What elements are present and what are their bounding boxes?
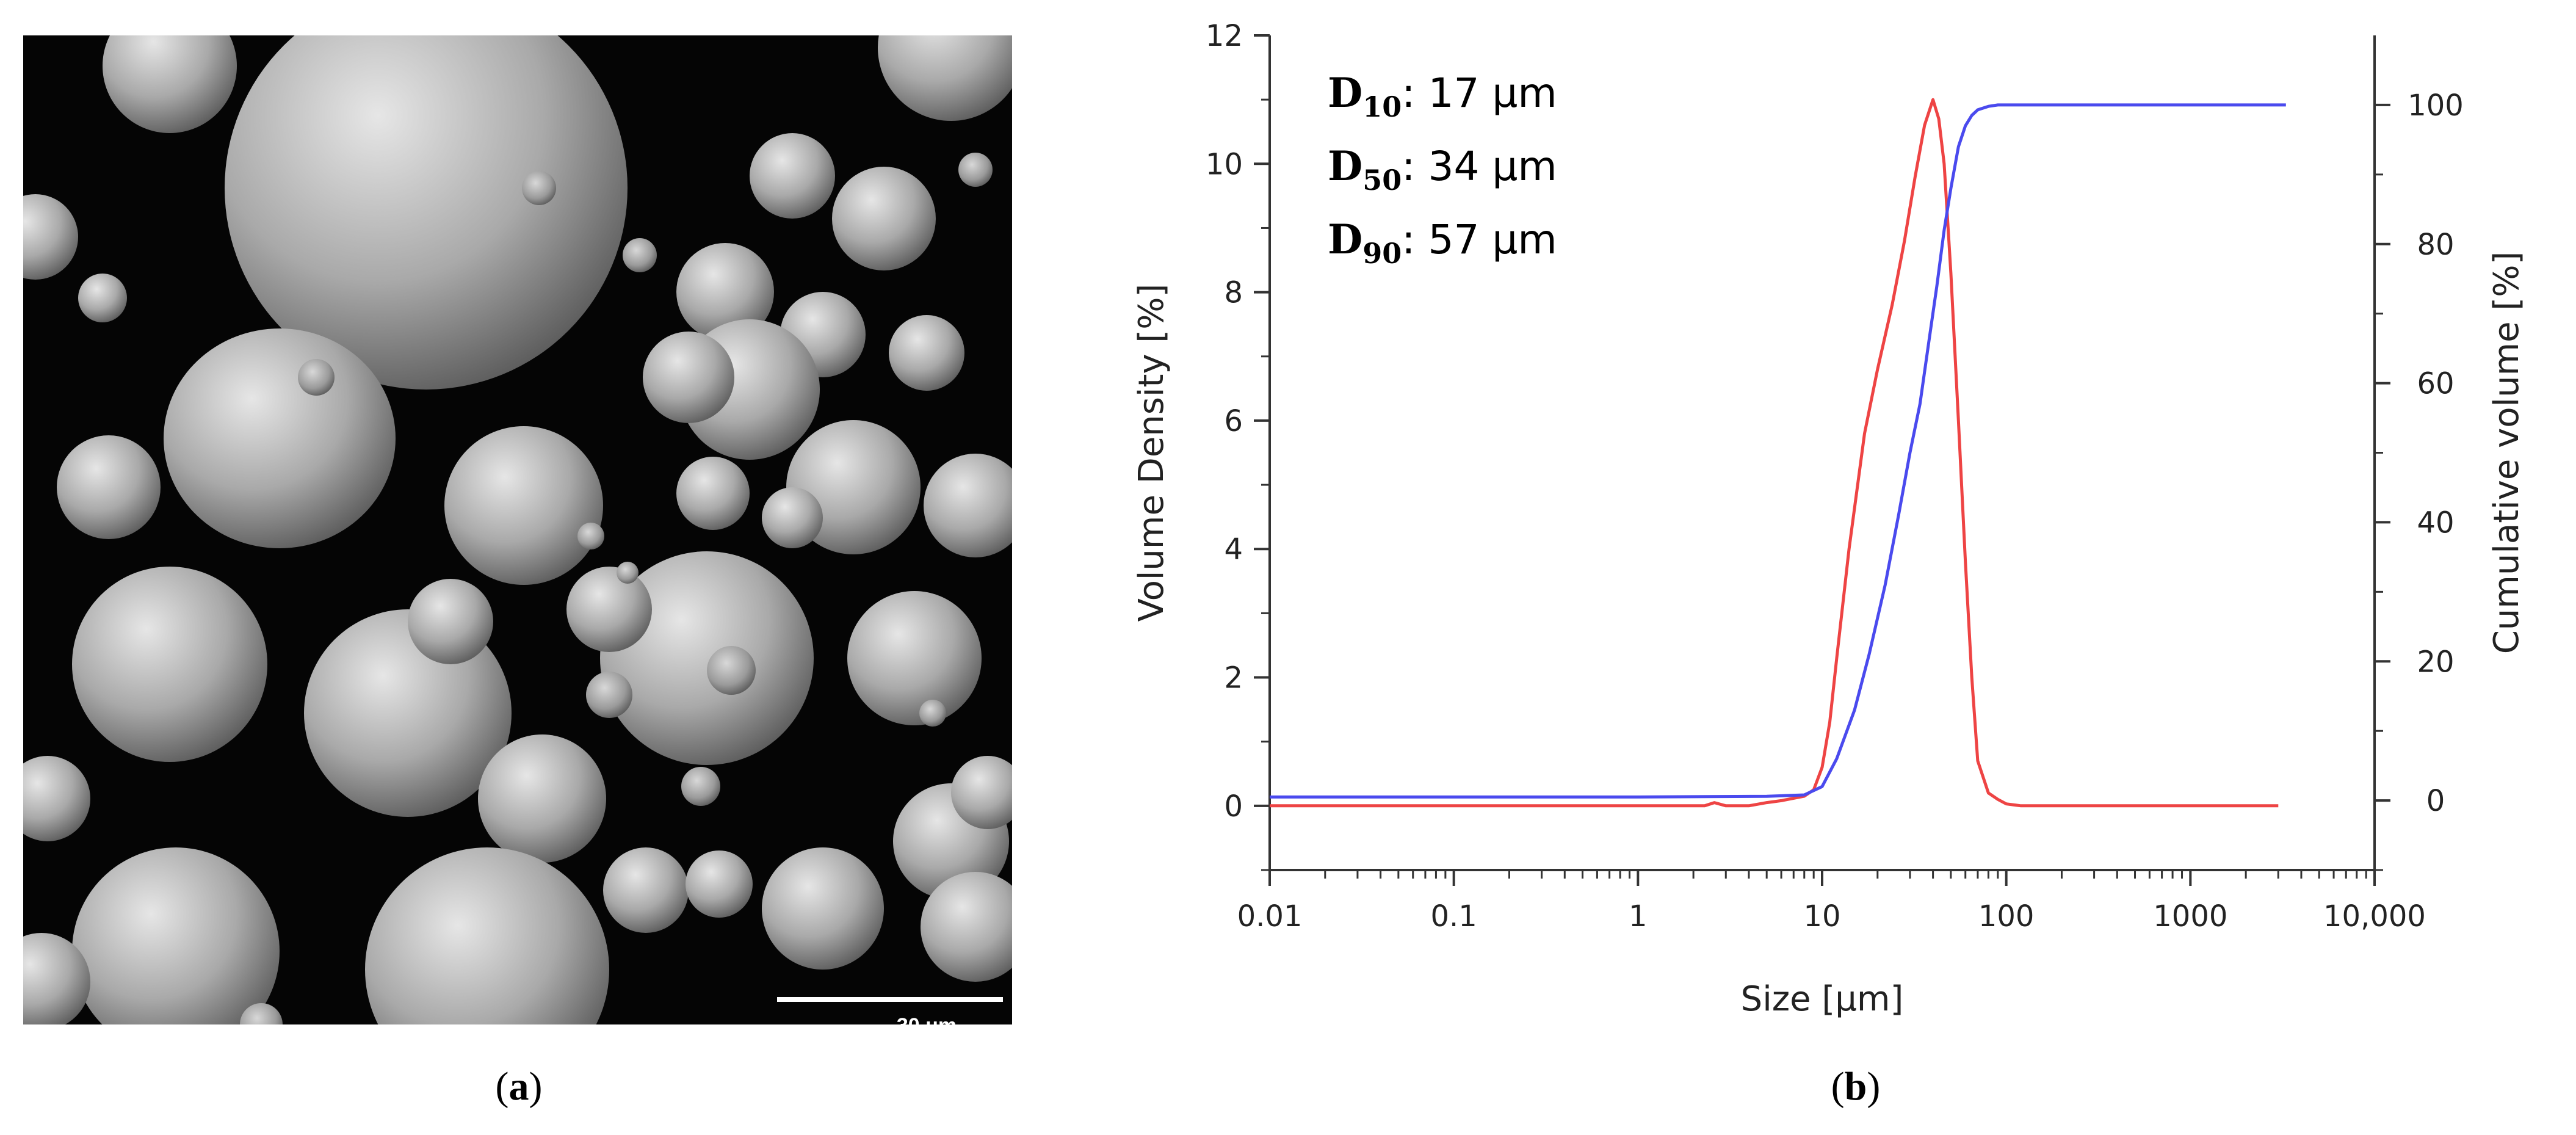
y-right-tick-label: 40 [2417,506,2454,540]
y-left-tick-label: 6 [1224,404,1243,438]
panel-b-caption: (b) [1831,1064,1881,1109]
diameter-annotation: D10: 17 μm [1328,69,1557,123]
diameter-annotation: D90: 57 μm [1328,216,1557,270]
y-right-tick-label: 0 [2426,784,2445,818]
satellite-particles [240,153,993,1024]
panel-a-letter: a [508,1064,529,1109]
x-tick-label: 1000 [2153,899,2227,934]
y-left-tick-label: 8 [1224,276,1243,310]
x-axis-title: Size [μm] [1741,979,1904,1019]
chart-annotations: D10: 17 μm D50: 34 μm D90: 57 μm [1328,69,1557,270]
y-left-tick-label: 4 [1224,532,1243,567]
y-left-tick-label: 0 [1224,789,1243,824]
x-tick-label: 10,000 [2323,899,2426,934]
powder-particles [23,35,1012,1024]
panel-a-caption: (a) [495,1064,543,1109]
x-tick-label: 0.01 [1237,899,1303,934]
y-left-tick-label: 10 [1206,147,1243,181]
x-tick-label: 100 [1978,899,2035,934]
y-left-axis-title: Volume Density [%] [1132,284,1171,622]
scale-bar [777,997,1003,1002]
diameter-annotation: D50: 34 μm [1328,142,1557,197]
panel-b-letter: b [1844,1064,1867,1109]
volume-density-line [1270,98,2279,808]
chart-series [1270,98,2286,808]
y-right-tick-label: 20 [2417,645,2454,679]
y-left-tick-label: 12 [1206,19,1243,53]
y-right-tick-label: 100 [2408,89,2464,123]
sem-micrograph: 30 μm [23,35,1012,1024]
sem-particles [23,35,1012,1024]
cumulative-volume-line [1270,103,2286,799]
y-right-tick-label: 60 [2417,367,2454,401]
x-tick-label: 1 [1629,899,1648,934]
y-left-tick-label: 2 [1224,661,1243,695]
y-right-axis-title: Cumulative volume [%] [2487,252,2527,655]
x-tick-label: 10 [1803,899,1840,934]
x-tick-label: 0.1 [1430,899,1477,934]
scale-bar-label: 30 μm [798,1014,1012,1024]
chart-ticks: 0.01 0.1 1 10 100 1000 10,000 0 2 4 6 8 10 12 0 20 40 60 8… [1206,19,2464,934]
y-right-tick-label: 80 [2417,228,2454,262]
